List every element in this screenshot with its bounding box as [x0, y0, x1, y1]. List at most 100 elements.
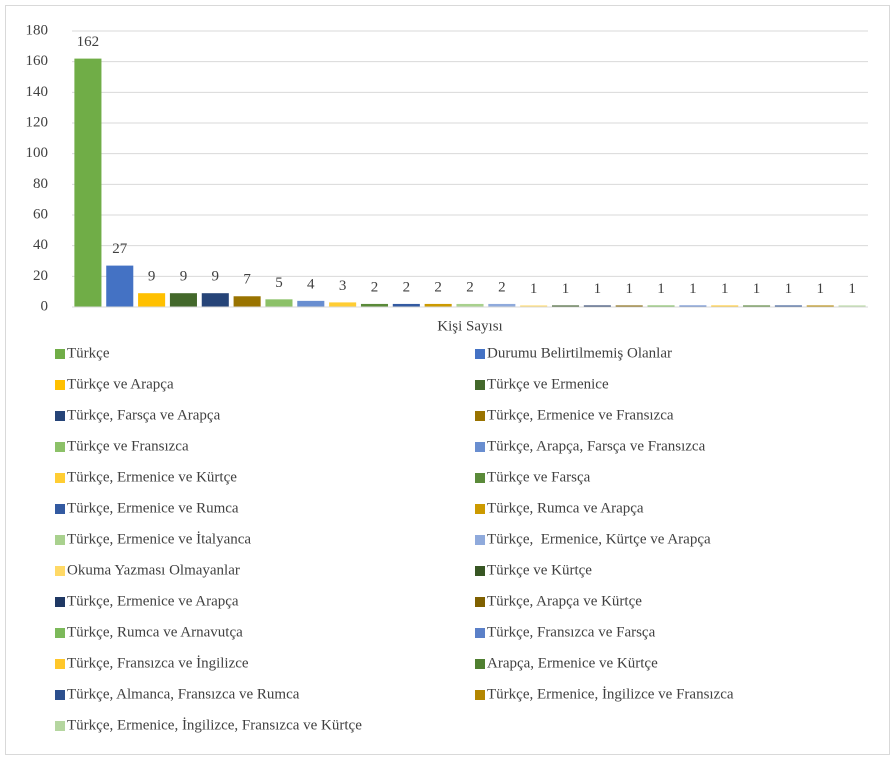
- bar: [806, 305, 834, 307]
- bar: [424, 303, 452, 307]
- value-label: 9: [180, 269, 188, 285]
- bar: [297, 300, 325, 307]
- bar: [392, 303, 420, 307]
- bar: [583, 305, 611, 307]
- bar: [360, 303, 389, 307]
- legend-label: Türkçe, Ermenice, Kürtçe ve Arapça: [487, 531, 711, 547]
- legend-label: Türkçe, Ermenice ve Rumca: [67, 500, 239, 516]
- legend-label: Türkçe ve Farsça: [487, 469, 591, 485]
- legend-label: Türkçe ve Fransızca: [67, 438, 189, 454]
- value-label: 162: [77, 34, 100, 50]
- value-label: 1: [721, 281, 729, 297]
- y-tick-label: 20: [33, 268, 48, 284]
- bar: [743, 305, 771, 307]
- legend-swatch: [475, 411, 485, 421]
- legend-swatch: [55, 597, 65, 607]
- legend-swatch: [55, 473, 65, 483]
- value-label: 9: [148, 269, 156, 285]
- legend-label: Türkçe, Arapça, Farsça ve Fransızca: [487, 438, 706, 454]
- legend-label: Türkçe, Ermenice, İngilizce ve Fransızca: [487, 686, 734, 702]
- legend-label: Türkçe, Ermenice ve Fransızca: [487, 407, 674, 423]
- y-tick-label: 80: [33, 176, 48, 192]
- legend-swatch: [475, 690, 485, 700]
- value-label: 1: [562, 281, 570, 297]
- y-tick-label: 140: [26, 84, 49, 100]
- value-label: 1: [848, 281, 856, 297]
- value-label: 1: [657, 281, 665, 297]
- value-label: 1: [625, 281, 633, 297]
- bar: [551, 305, 580, 307]
- value-label: 2: [498, 279, 506, 295]
- value-label: 1: [816, 281, 824, 297]
- bar: [233, 296, 261, 307]
- legend-label: Durumu Belirtilmemiş Olanlar: [487, 345, 672, 361]
- value-label: 4: [307, 276, 315, 292]
- legend-swatch: [475, 597, 485, 607]
- legend-swatch: [55, 721, 65, 731]
- legend-swatch: [475, 380, 485, 390]
- legend-label: Türkçe ve Kürtçe: [487, 562, 592, 578]
- legend-swatch: [55, 349, 65, 359]
- x-axis-label: Kişi Sayısı: [437, 318, 502, 334]
- legend-label: Türkçe, Fransızca ve Farsça: [487, 624, 656, 640]
- y-tick-label: 100: [26, 145, 49, 161]
- y-tick-label: 40: [33, 237, 48, 253]
- y-tick-label: 0: [41, 298, 49, 314]
- legend-swatch: [55, 535, 65, 545]
- y-tick-label: 60: [33, 206, 48, 222]
- bar: [488, 303, 516, 307]
- value-label: 2: [434, 279, 442, 295]
- value-label: 5: [275, 275, 283, 291]
- bar: [74, 58, 102, 307]
- legend-label: Türkçe ve Ermenice: [487, 376, 609, 392]
- legend-label: Türkçe: [67, 345, 110, 361]
- value-label: 1: [530, 281, 538, 297]
- bar: [679, 305, 707, 307]
- value-label: 1: [753, 281, 761, 297]
- bar: [774, 305, 802, 307]
- value-label: 1: [594, 281, 602, 297]
- legend-swatch: [55, 566, 65, 576]
- legend-label: Türkçe ve Arapça: [67, 376, 174, 392]
- value-label: 3: [339, 278, 347, 294]
- legend-label: Türkçe, Rumca ve Arapça: [487, 500, 644, 516]
- legend-label: Türkçe, Ermenice ve Arapça: [67, 593, 239, 609]
- value-label: 27: [112, 241, 128, 257]
- legend-swatch: [475, 628, 485, 638]
- legend-swatch: [475, 442, 485, 452]
- value-label: 2: [466, 279, 474, 295]
- bar: [138, 293, 166, 307]
- value-label: 2: [403, 279, 411, 295]
- legend-label: Türkçe, Almanca, Fransızca ve Rumca: [67, 686, 300, 702]
- value-label: 9: [212, 269, 220, 285]
- legend-label: Türkçe, Rumca ve Arnavutça: [67, 624, 243, 640]
- legend-swatch: [475, 473, 485, 483]
- value-label: 1: [785, 281, 793, 297]
- bar: [201, 293, 229, 307]
- legend-swatch: [55, 504, 65, 514]
- value-label: 2: [371, 279, 379, 295]
- value-label: 1: [689, 281, 697, 297]
- legend-swatch: [475, 535, 485, 545]
- legend-swatch: [475, 504, 485, 514]
- legend-label: Türkçe, Ermenice ve Kürtçe: [67, 469, 237, 485]
- y-tick-label: 120: [26, 114, 49, 130]
- legend-swatch: [55, 411, 65, 421]
- bar: [456, 303, 484, 307]
- legend-label: Türkçe, Ermenice ve İtalyanca: [67, 531, 251, 547]
- bar: [106, 265, 134, 307]
- bar: [265, 299, 293, 307]
- bar: [838, 305, 866, 307]
- legend-label: Türkçe, Farsça ve Arapça: [67, 407, 221, 423]
- legend-swatch: [55, 442, 65, 452]
- legend-swatch: [55, 628, 65, 638]
- chart-frame: [5, 5, 890, 755]
- legend-label: Okuma Yazması Olmayanlar: [67, 562, 240, 578]
- bar: [647, 305, 675, 307]
- y-tick-label: 160: [26, 53, 49, 69]
- bar: [169, 293, 197, 307]
- bar: [329, 302, 357, 307]
- bar: [711, 305, 739, 307]
- bar: [520, 305, 548, 307]
